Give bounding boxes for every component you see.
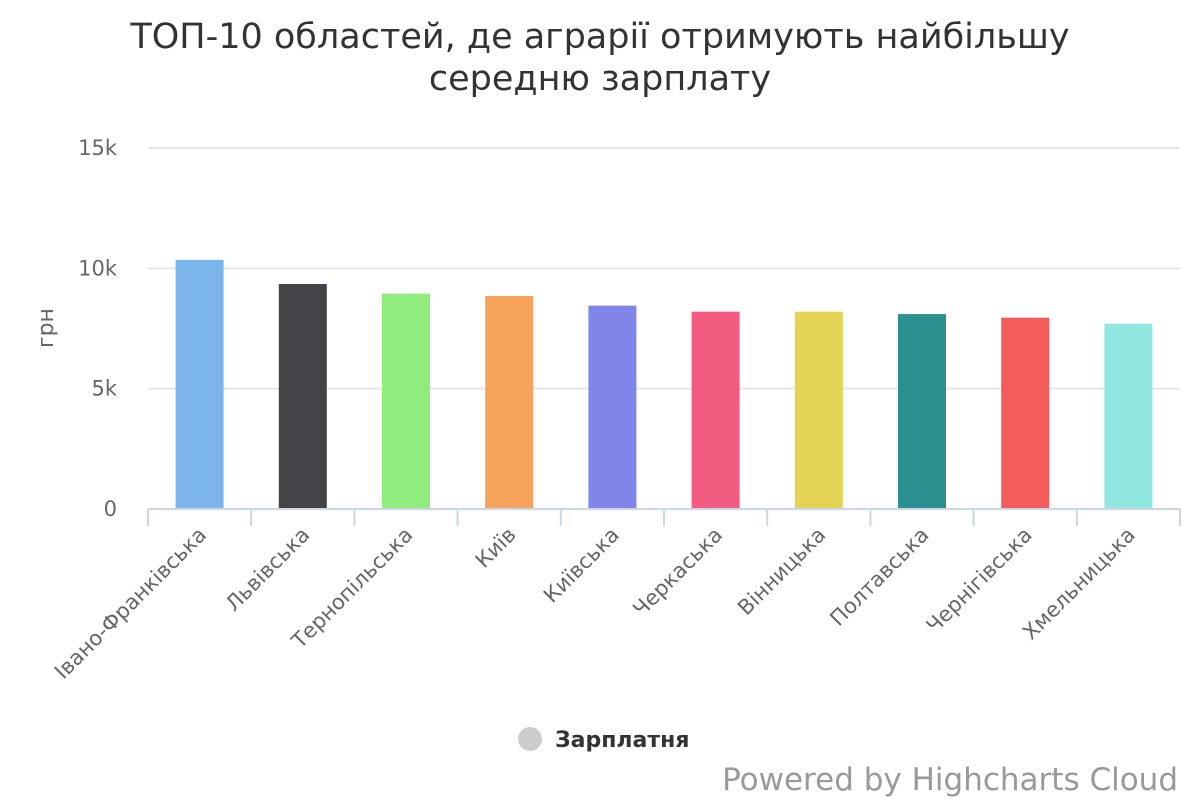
- y-axis-labels: 0 5k 10k 15k: [78, 136, 118, 521]
- bar[interactable]: [278, 283, 327, 509]
- x-axis: [147, 508, 1181, 526]
- bars: [175, 259, 1153, 509]
- x-tick-label: Київ: [471, 523, 521, 573]
- x-tick-label: Чернігівська: [922, 523, 1037, 638]
- chart-title: ТОП-10 областей, де аграрії отримують на…: [129, 17, 1069, 99]
- bar[interactable]: [175, 259, 224, 509]
- chart-title-line: ТОП-10 областей, де аграрії отримують на…: [129, 17, 1069, 57]
- x-tick-label: Черкаська: [628, 523, 727, 622]
- legend-symbol[interactable]: [518, 727, 542, 751]
- y-tick-label: 0: [104, 497, 117, 521]
- legend[interactable]: Зарплатня: [518, 727, 689, 753]
- credits-link[interactable]: Powered by Highcharts Cloud: [722, 762, 1178, 798]
- chart-title-line: середню зарплату: [429, 59, 771, 99]
- y-axis-title: грн: [34, 308, 59, 348]
- legend-label[interactable]: Зарплатня: [555, 728, 689, 753]
- bar[interactable]: [588, 305, 637, 509]
- bar[interactable]: [485, 296, 534, 509]
- x-tick-label: Вінницька: [733, 523, 830, 620]
- bar[interactable]: [382, 293, 430, 509]
- y-tick-label: 10k: [78, 256, 118, 280]
- bar[interactable]: [898, 314, 946, 509]
- bar[interactable]: [691, 311, 740, 509]
- x-tick-label: Полтавська: [825, 523, 933, 631]
- x-tick-label: Хмельницька: [1018, 523, 1140, 645]
- bar[interactable]: [1104, 323, 1153, 509]
- x-tick-label: Івано-Франківська: [50, 523, 211, 684]
- x-tick-label: Львівська: [221, 523, 315, 617]
- y-tick-label: 15k: [78, 136, 118, 160]
- y-tick-label: 5k: [91, 377, 117, 401]
- bar[interactable]: [1001, 317, 1050, 509]
- x-tick-label: Київська: [539, 523, 624, 608]
- bar[interactable]: [794, 311, 843, 509]
